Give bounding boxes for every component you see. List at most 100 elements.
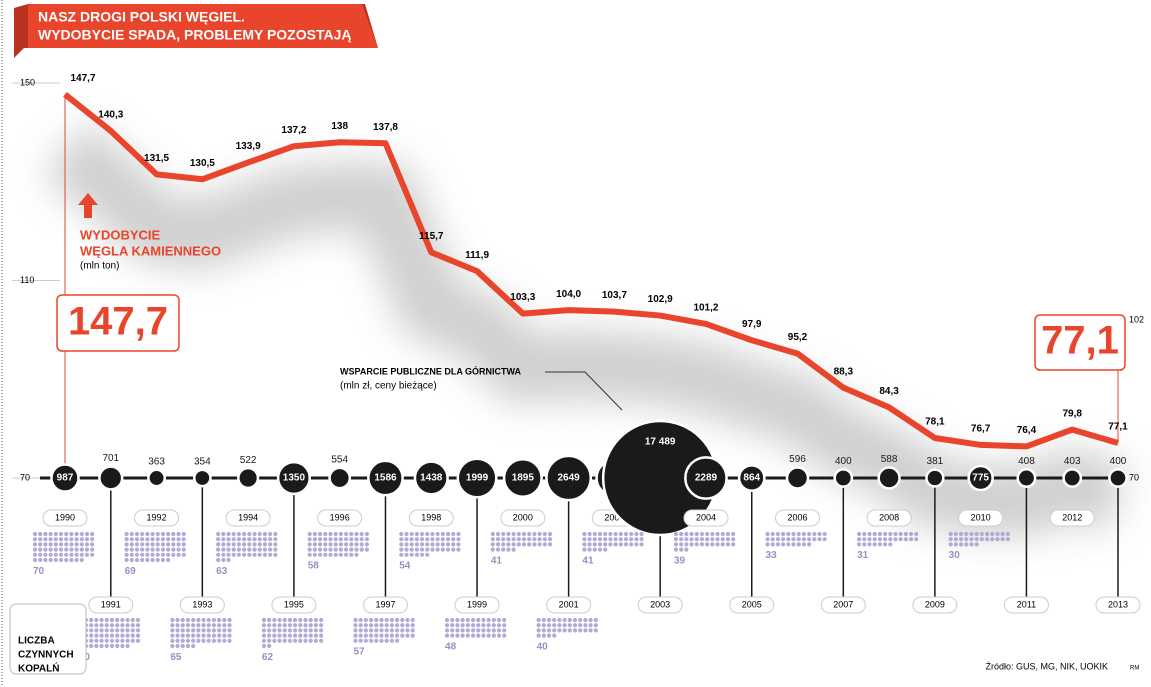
year-pill	[271, 596, 317, 614]
mine-dots	[673, 531, 736, 552]
dot	[129, 552, 134, 557]
dot	[898, 537, 903, 542]
dot	[181, 531, 186, 537]
dot	[456, 547, 461, 552]
mine-dots	[490, 531, 553, 552]
dot	[298, 633, 303, 638]
mines-value: 57	[353, 647, 365, 658]
dot	[603, 542, 608, 547]
dot	[953, 542, 958, 547]
dot	[984, 537, 990, 542]
dot	[84, 542, 90, 547]
dot	[389, 617, 394, 623]
dot	[354, 531, 359, 537]
dot	[358, 623, 363, 628]
dot	[623, 542, 629, 547]
dot	[247, 531, 252, 537]
dot	[343, 547, 349, 552]
mine-dots	[32, 531, 95, 563]
dot	[394, 633, 400, 638]
dot	[175, 633, 180, 638]
dot	[272, 623, 277, 628]
dot	[562, 628, 567, 633]
x-tick-label: 1994	[238, 512, 258, 522]
dot	[222, 617, 227, 623]
dot	[145, 531, 150, 537]
dot	[160, 537, 166, 542]
year-pill	[637, 596, 683, 614]
dot	[715, 537, 720, 542]
dot	[964, 537, 969, 542]
dot	[32, 531, 38, 537]
dot	[140, 552, 145, 557]
dot	[404, 542, 409, 547]
dot	[552, 623, 557, 628]
dot	[155, 552, 160, 557]
dot	[90, 552, 95, 557]
dot	[94, 633, 99, 638]
dot	[349, 537, 354, 542]
dot	[166, 542, 171, 547]
value-label: 78,1	[925, 417, 945, 428]
dot	[450, 617, 455, 623]
dot	[557, 628, 562, 633]
dot	[501, 547, 506, 552]
dot	[481, 633, 486, 638]
dot	[414, 542, 419, 547]
dot	[166, 557, 171, 563]
dot	[308, 633, 313, 638]
dot	[358, 638, 363, 643]
year-pill	[1003, 596, 1049, 614]
dot	[995, 531, 1000, 537]
subsidy-bubble	[545, 454, 593, 502]
subsidy-label: 17 489	[645, 437, 676, 448]
dot	[69, 552, 74, 557]
dot	[673, 531, 679, 537]
dot	[308, 617, 313, 623]
dot	[542, 542, 547, 547]
dot	[394, 617, 400, 623]
dot	[317, 537, 323, 542]
dot	[74, 547, 79, 552]
dot	[490, 547, 495, 552]
dot	[990, 531, 995, 537]
dot	[399, 547, 404, 552]
dot	[948, 537, 953, 542]
dot	[679, 537, 684, 542]
dot	[634, 537, 639, 542]
dot	[216, 552, 221, 557]
dot	[206, 617, 211, 623]
dot	[765, 531, 770, 537]
dot	[450, 623, 455, 628]
dot	[592, 537, 597, 542]
dot	[582, 542, 587, 547]
dot	[261, 638, 267, 643]
dot	[181, 537, 186, 542]
dot	[308, 628, 313, 633]
dot	[409, 552, 414, 557]
dot	[389, 623, 394, 628]
dot	[135, 638, 141, 643]
value-label: 115,7	[419, 231, 444, 242]
dot	[587, 542, 592, 547]
subsidy-bubble	[833, 468, 854, 488]
dot	[298, 617, 303, 623]
y2-tick-label: 70	[1129, 472, 1139, 482]
dot	[170, 638, 175, 643]
dot	[608, 531, 613, 537]
dot	[64, 531, 69, 537]
mines-label: CZYNNYCH	[18, 650, 74, 661]
subsidy-label: 596	[789, 454, 806, 465]
dot	[877, 531, 882, 537]
dot	[217, 628, 222, 633]
dot	[109, 638, 115, 643]
dot	[43, 542, 48, 547]
y-tick-label: 70	[20, 472, 30, 482]
subsidy-label: 2649	[557, 473, 580, 484]
dot	[400, 633, 405, 638]
dot	[349, 547, 354, 552]
dot	[221, 537, 226, 542]
dot	[323, 537, 328, 542]
dot	[171, 552, 176, 557]
dot	[618, 531, 623, 537]
